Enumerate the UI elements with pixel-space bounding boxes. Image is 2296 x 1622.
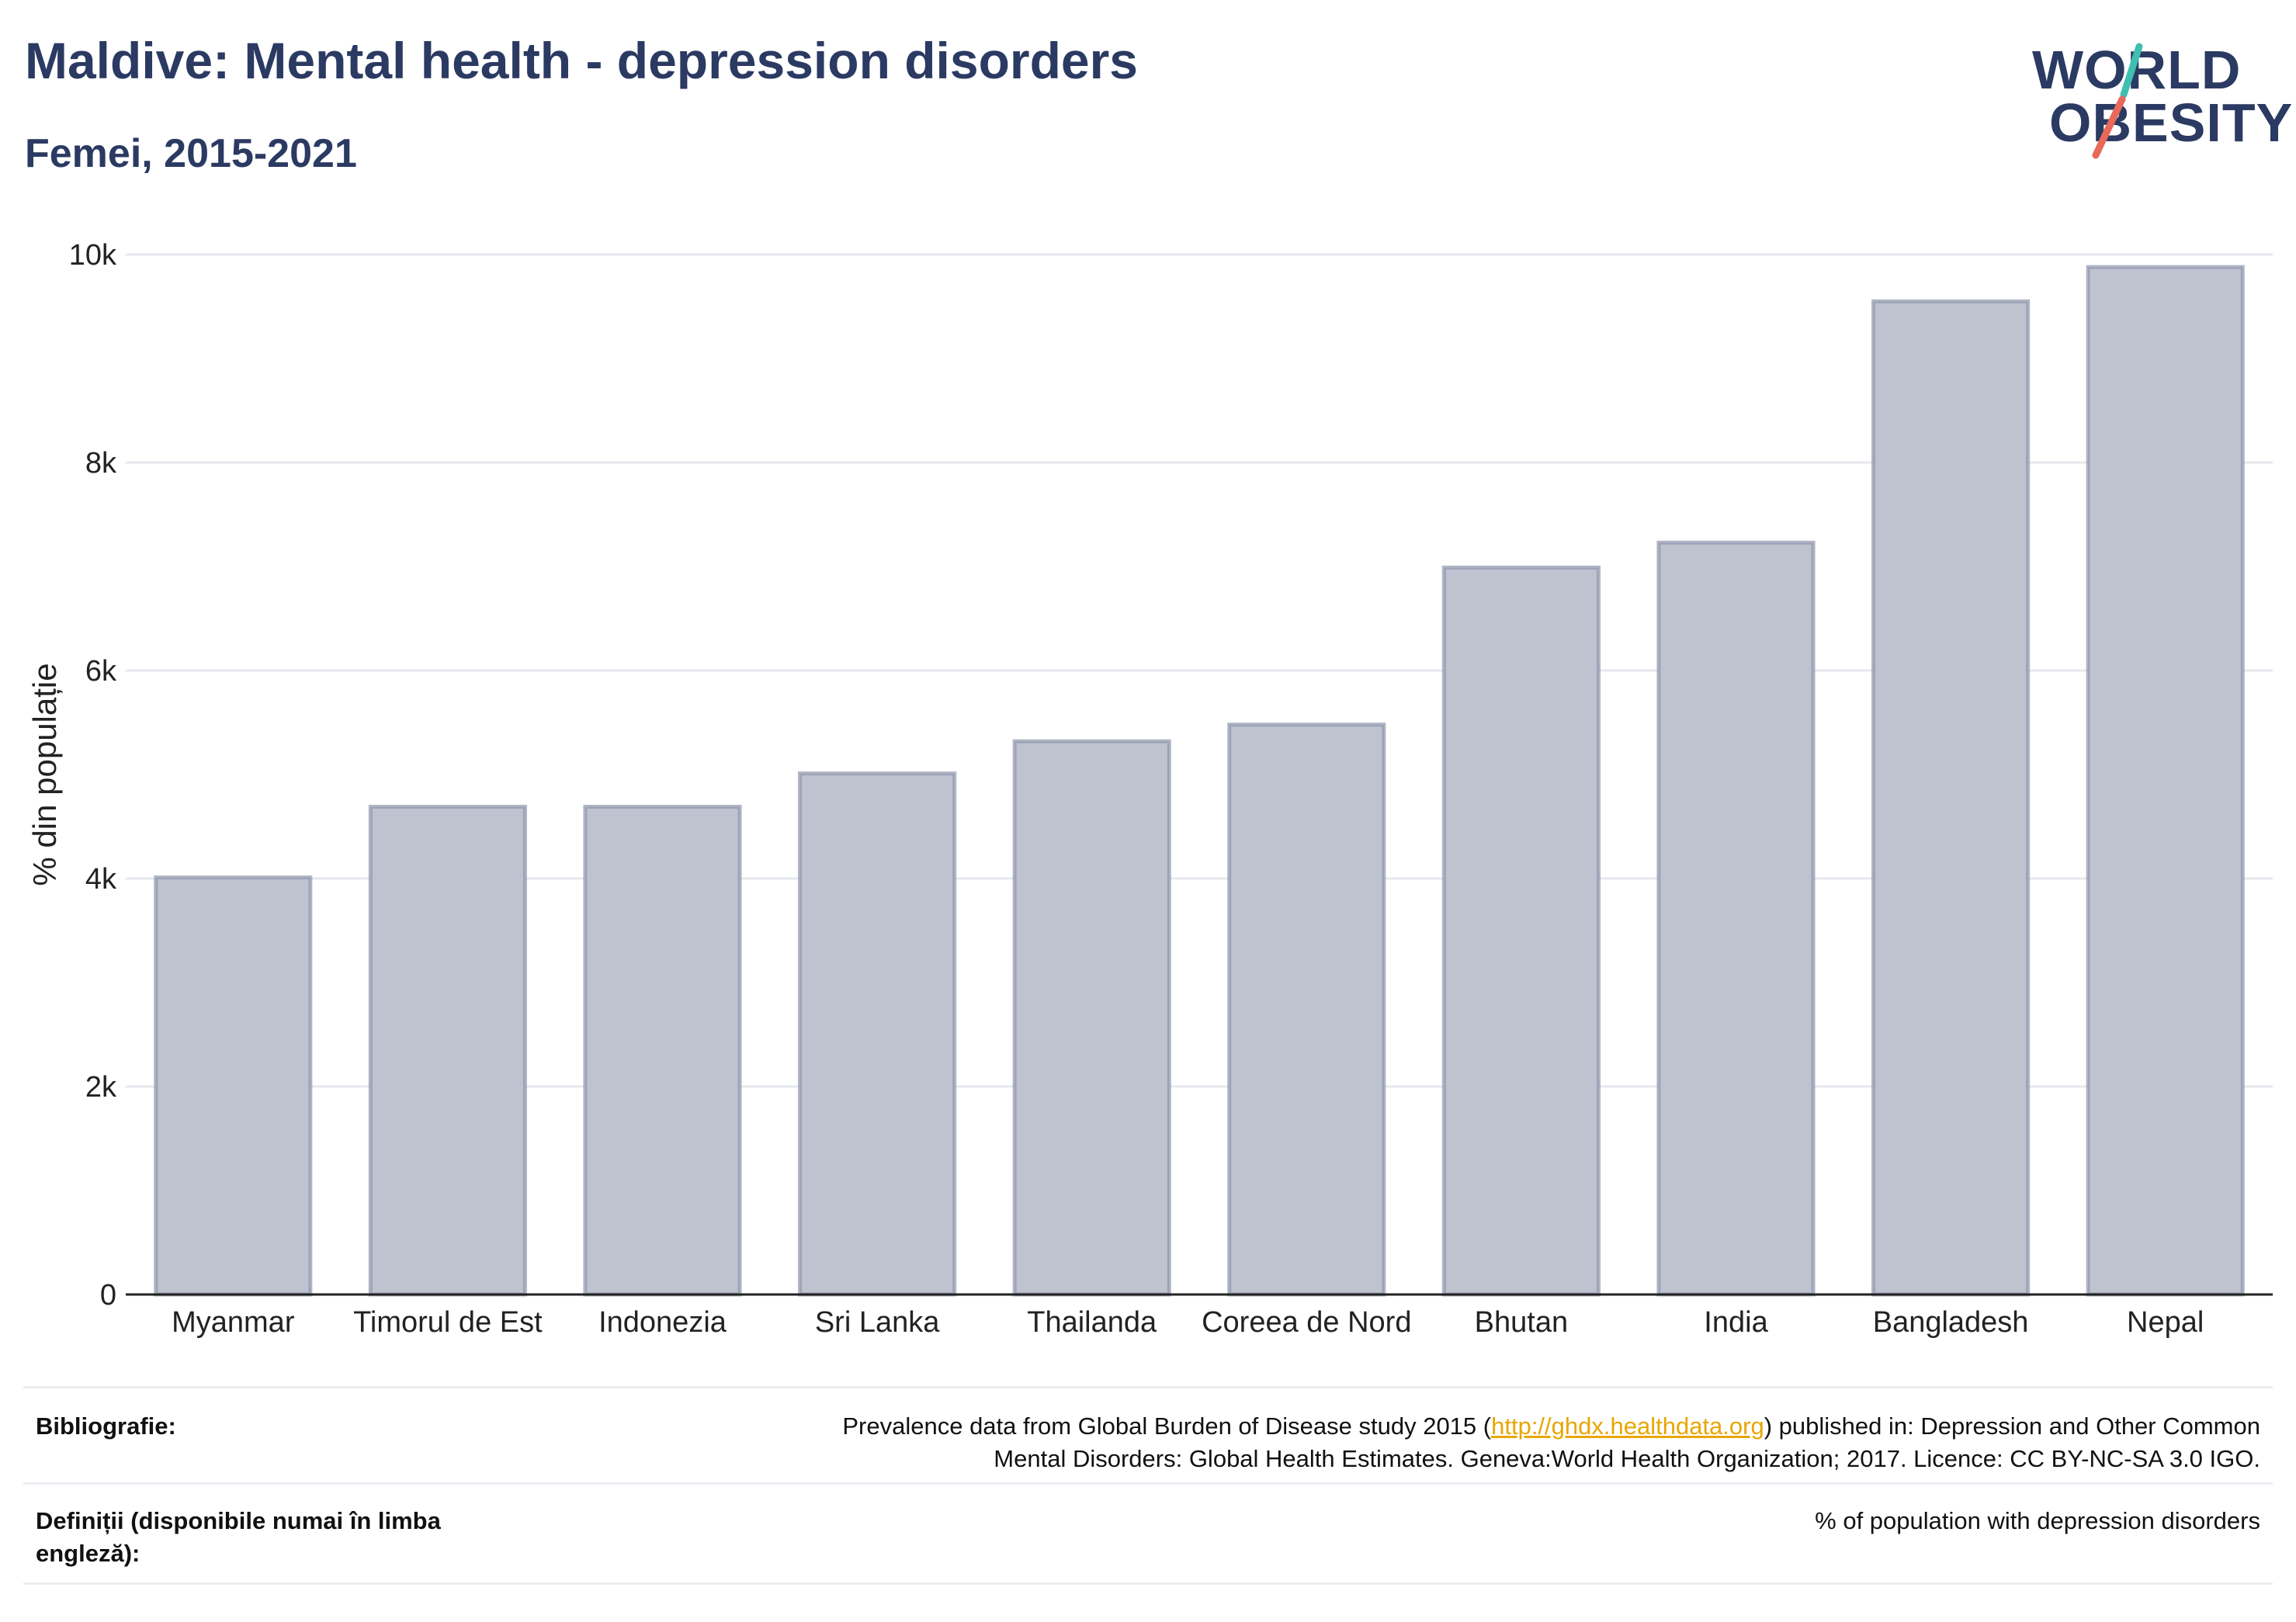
bar: [154, 875, 313, 1297]
bibliography-link[interactable]: http://ghdx.healthdata.org: [1491, 1412, 1764, 1440]
y-tick-label: 10k: [69, 239, 117, 272]
definitions-label: Definiții (disponibile numai în limba en…: [36, 1507, 441, 1567]
bibliography-post: ) published in: Depression and Other Com…: [1764, 1412, 2260, 1440]
bar-chart: 0 2k 4k 6k 8k 10k % din populație Myanmar Timoru…: [26, 239, 2273, 1339]
y-tick-label: 0: [100, 1279, 116, 1312]
bibliography-text: Prevalence data from Global Burden of Di…: [842, 1410, 2260, 1475]
logo-line2: OBESITY: [2049, 92, 2294, 153]
chart-title: Maldive: Mental health - depression diso…: [25, 32, 1138, 89]
bar: [1871, 299, 2031, 1297]
x-tick-label: Myanmar: [172, 1306, 295, 1339]
x-tick-label: Sri Lanka: [815, 1306, 940, 1339]
bar: [798, 771, 957, 1297]
x-tick-label: Coreea de Nord: [1202, 1306, 1411, 1339]
logo-slash-icon: [2092, 43, 2143, 159]
y-tick-label: 4k: [85, 863, 117, 896]
bar: [1227, 723, 1386, 1297]
y-tick-label: 2k: [85, 1071, 117, 1104]
bar: [1012, 739, 1171, 1297]
bar: [2086, 265, 2245, 1297]
y-tick-label: 8k: [85, 447, 117, 480]
footer-bibliography-row: Bibliografie: Prevalence data from Globa…: [23, 1386, 2273, 1483]
x-tick-label: Thailanda: [1027, 1306, 1157, 1339]
bibliography-pre: Prevalence data from Global Burden of Di…: [842, 1412, 1492, 1440]
bar: [368, 805, 527, 1297]
bar: [1441, 565, 1601, 1297]
bibliography-line2: Mental Disorders: Global Health Estimate…: [994, 1445, 2260, 1472]
x-tick-label: Bhutan: [1475, 1306, 1568, 1339]
y-tick-label: 6k: [85, 655, 117, 688]
bibliography-label: Bibliografie:: [36, 1412, 176, 1440]
x-tick-label: Bangladesh: [1873, 1306, 2029, 1339]
x-tick-label: Nepal: [2127, 1306, 2204, 1339]
bar: [583, 805, 742, 1297]
footer-definitions-row: Definiții (disponibile numai în limba en…: [23, 1482, 2273, 1585]
x-tick-label: Timorul de Est: [353, 1306, 543, 1339]
x-tick-label: India: [1704, 1306, 1768, 1339]
bar: [1656, 540, 1816, 1297]
chart-subtitle: Femei, 2015-2021: [25, 131, 357, 176]
definitions-text: % of population with depression disorder…: [1815, 1507, 2260, 1534]
x-tick-label: Indonezia: [598, 1306, 727, 1339]
world-obesity-logo: WORLD OBESITY: [2018, 31, 2292, 163]
y-axis-label: % din populație: [26, 663, 63, 886]
